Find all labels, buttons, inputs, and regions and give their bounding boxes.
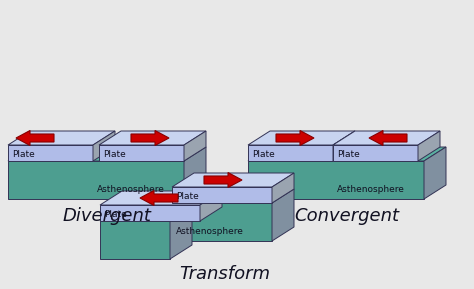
Polygon shape	[424, 147, 446, 199]
Polygon shape	[333, 131, 355, 161]
Polygon shape	[333, 145, 418, 161]
Text: Asthenosphere: Asthenosphere	[176, 227, 244, 236]
Polygon shape	[100, 205, 200, 221]
Text: Plate: Plate	[176, 192, 199, 201]
Polygon shape	[170, 207, 192, 259]
Polygon shape	[172, 173, 294, 187]
FancyArrow shape	[131, 131, 169, 145]
Polygon shape	[172, 203, 272, 241]
Polygon shape	[8, 161, 184, 199]
FancyArrow shape	[140, 190, 178, 205]
Polygon shape	[100, 207, 192, 221]
Polygon shape	[248, 161, 424, 199]
Text: Plate: Plate	[103, 150, 126, 159]
Polygon shape	[184, 131, 206, 161]
Polygon shape	[248, 131, 355, 145]
Polygon shape	[248, 145, 333, 161]
Polygon shape	[272, 189, 294, 241]
Polygon shape	[100, 221, 170, 259]
Text: Plate: Plate	[104, 210, 127, 219]
Polygon shape	[8, 131, 115, 145]
Polygon shape	[99, 145, 184, 161]
Text: Asthenosphere: Asthenosphere	[97, 185, 165, 194]
Text: Plate: Plate	[12, 150, 35, 159]
Text: Plate: Plate	[337, 150, 360, 159]
FancyArrow shape	[276, 131, 314, 145]
Polygon shape	[333, 131, 440, 145]
Text: Transform: Transform	[180, 265, 271, 283]
Polygon shape	[99, 131, 206, 145]
Polygon shape	[172, 187, 272, 203]
Polygon shape	[248, 147, 446, 161]
FancyArrow shape	[204, 173, 242, 188]
Polygon shape	[8, 147, 206, 161]
Polygon shape	[172, 189, 294, 203]
FancyArrow shape	[16, 131, 54, 145]
Polygon shape	[100, 191, 222, 205]
Polygon shape	[93, 131, 115, 161]
Polygon shape	[184, 147, 206, 199]
Polygon shape	[418, 131, 440, 161]
Polygon shape	[272, 173, 294, 203]
Text: Plate: Plate	[252, 150, 275, 159]
Polygon shape	[8, 145, 93, 161]
Text: Divergent: Divergent	[63, 207, 151, 225]
Polygon shape	[200, 191, 222, 221]
FancyArrow shape	[369, 131, 407, 145]
Text: Asthenosphere: Asthenosphere	[337, 185, 405, 194]
Text: Convergent: Convergent	[294, 207, 400, 225]
